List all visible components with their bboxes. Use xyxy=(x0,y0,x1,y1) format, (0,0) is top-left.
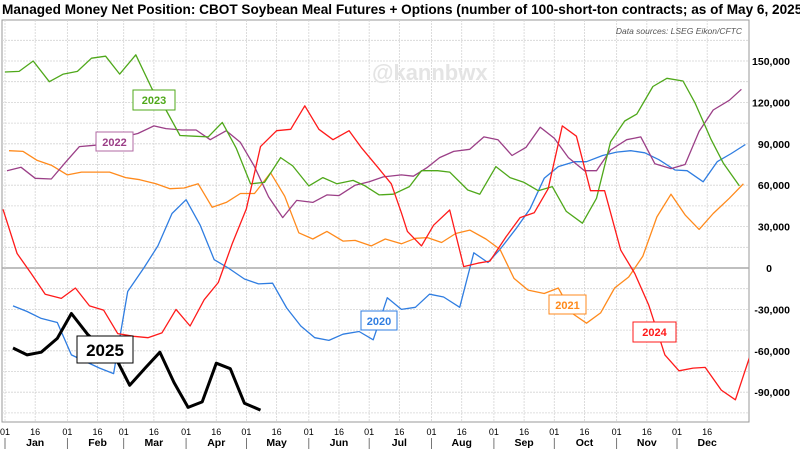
month-label: Mar xyxy=(145,437,164,449)
x-tick-label: 01 xyxy=(427,427,437,437)
x-tick-label: 01 xyxy=(119,427,129,437)
label-2021: 2021 xyxy=(548,294,587,315)
y-tick-label: -90,000 xyxy=(754,387,790,399)
x-tick-label: 01 xyxy=(0,427,10,437)
x-tick-label: 01 xyxy=(549,427,559,437)
y-tick-label: 150,000 xyxy=(752,56,790,68)
month-label: Jul xyxy=(392,437,407,449)
month-label: Sep xyxy=(514,437,533,449)
month-label: Feb xyxy=(88,437,107,449)
x-tick-label: 01 xyxy=(672,427,682,437)
x-tick-label: 01 xyxy=(489,427,499,437)
month-label: Jan xyxy=(26,437,44,449)
label-2022: 2022 xyxy=(95,131,134,152)
series-line-2025 xyxy=(12,312,262,412)
x-tick-label: 16 xyxy=(334,427,344,437)
chart-title: Managed Money Net Position: CBOT Soybean… xyxy=(2,2,800,17)
label-2025: 2025 xyxy=(76,335,134,364)
month-label: May xyxy=(266,437,287,449)
x-tick-label: 16 xyxy=(579,427,589,437)
label-2023: 2023 xyxy=(132,89,176,111)
x-tick-label: 16 xyxy=(272,427,282,437)
month-label: Jun xyxy=(330,437,349,449)
x-tick-label: 01 xyxy=(62,427,72,437)
label-2025-text: 2025 xyxy=(86,341,124,360)
label-2020-text: 2020 xyxy=(367,316,391,328)
y-tick-label: 0 xyxy=(766,263,772,275)
x-tick-label: 16 xyxy=(30,427,40,437)
x-tick-label: 16 xyxy=(702,427,712,437)
x-tick-label: 01 xyxy=(181,427,191,437)
label-2020: 2020 xyxy=(360,310,398,331)
x-tick-label: 16 xyxy=(149,427,159,437)
label-2023-text: 2023 xyxy=(142,95,166,107)
month-label: Aug xyxy=(452,437,472,449)
label-2024-text: 2024 xyxy=(642,327,667,339)
watermark: @kannbwx xyxy=(372,60,488,85)
series-line-2021 xyxy=(8,150,744,324)
label-2021-text: 2021 xyxy=(555,300,579,312)
y-tick-label: 120,000 xyxy=(752,97,790,109)
label-2022-text: 2022 xyxy=(102,137,126,149)
y-tick-label: -60,000 xyxy=(754,346,790,358)
label-2024: 2024 xyxy=(632,321,677,343)
x-tick-label: 16 xyxy=(93,427,103,437)
x-tick-label: 16 xyxy=(519,427,529,437)
data-source-note: Data sources: LSEG Eikon/CFTC xyxy=(616,26,743,36)
month-label: Nov xyxy=(637,437,657,449)
x-tick-label: 16 xyxy=(394,427,404,437)
y-tick-label: 30,000 xyxy=(758,222,790,234)
y-tick-label: 60,000 xyxy=(758,180,790,192)
x-tick-label: 01 xyxy=(304,427,314,437)
x-tick-label: 01 xyxy=(612,427,622,437)
y-axis: 150,000 120,000 90,000 60,000 30,000 0 -30,000… xyxy=(752,56,790,399)
x-tick-label: 16 xyxy=(457,427,467,437)
month-label: Apr xyxy=(207,437,225,449)
x-tick-label: 16 xyxy=(642,427,652,437)
month-label: Dec xyxy=(698,437,717,449)
month-label: Oct xyxy=(576,437,594,449)
series-line-2023 xyxy=(4,54,740,224)
y-tick-label: 90,000 xyxy=(758,139,790,151)
x-tick-label: 01 xyxy=(364,427,374,437)
x-tick-label: 16 xyxy=(211,427,221,437)
y-tick-label: -30,000 xyxy=(754,304,790,316)
x-tick-label: 01 xyxy=(241,427,251,437)
